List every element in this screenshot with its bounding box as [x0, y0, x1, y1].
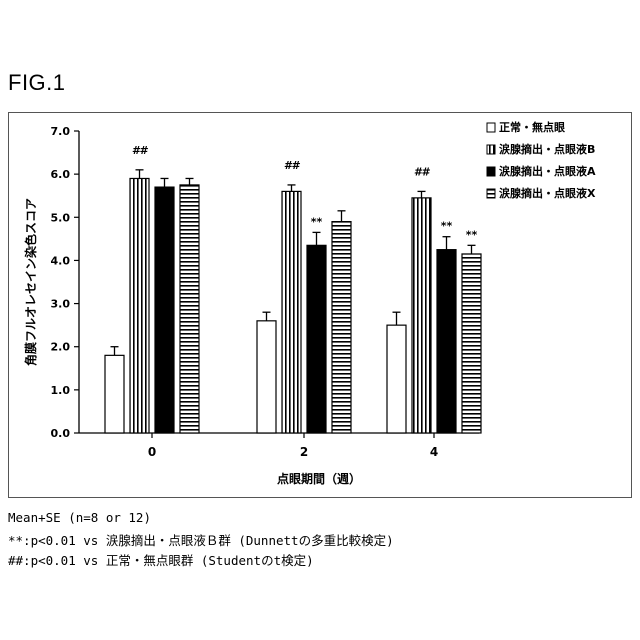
bar	[412, 198, 431, 433]
chart-frame: 0.0 1.0 2.0 3.0 4.0 5.0 6.0 7.0 角膜フルオレセイン染色スコア 0 2…	[8, 112, 632, 498]
legend-label: 涙腺摘出・点眼液A	[499, 164, 596, 178]
bar	[462, 254, 481, 433]
y-tick-label: 3.0	[51, 298, 71, 311]
legend-label: 涙腺摘出・点眼液X	[499, 186, 596, 200]
bars: ## ## ** ## ** **	[105, 144, 481, 433]
significance-mark: **	[441, 220, 453, 233]
bar	[437, 250, 456, 433]
x-tick-label: 2	[300, 445, 308, 459]
axes: 0.0 1.0 2.0 3.0 4.0 5.0 6.0 7.0 角膜フルオレセイン染色スコア 0 2…	[23, 125, 479, 486]
legend: 正常・無点眼涙腺摘出・点眼液B 涙腺摘出・点眼液A 涙腺摘出・点眼液X	[487, 120, 596, 200]
bar	[282, 191, 301, 433]
note-student: ##:p<0.01 vs 正常・無点眼群 (Studentのt検定)	[8, 550, 314, 569]
bar	[257, 321, 276, 433]
legend-swatch	[487, 189, 495, 198]
legend-label: 正常・無点眼	[499, 120, 565, 134]
legend-label: 涙腺摘出・点眼液B	[499, 142, 595, 156]
y-tick-label: 0.0	[51, 427, 71, 440]
y-tick-label: 2.0	[51, 341, 71, 354]
y-axis-label: 角膜フルオレセイン染色スコア	[23, 198, 38, 366]
significance-mark: **	[466, 228, 478, 241]
bar-chart: 0.0 1.0 2.0 3.0 4.0 5.0 6.0 7.0 角膜フルオレセイン染色スコア 0 2…	[9, 113, 631, 497]
bar	[130, 178, 149, 433]
x-tick-label: 0	[148, 445, 156, 459]
y-tick-label: 7.0	[51, 125, 71, 138]
bar	[387, 325, 406, 433]
x-tick-label: 4	[430, 445, 438, 459]
significance-mark: ##	[132, 144, 149, 157]
bar	[180, 185, 199, 433]
x-axis-label: 点眼期間（週）	[277, 471, 361, 486]
y-tick-label: 4.0	[51, 254, 71, 267]
y-tick-label: 6.0	[51, 168, 71, 181]
figure-label: FIG.1	[8, 70, 66, 96]
note-mean-se: Mean+SE (n=8 or 12)	[8, 510, 151, 525]
significance-mark: ##	[284, 159, 301, 172]
bar	[307, 245, 326, 433]
y-tick-label: 1.0	[51, 384, 71, 397]
note-dunnett: **:p<0.01 vs 涙腺摘出・点眼液Ｂ群 (Dunnettの多重比較検定)	[8, 530, 394, 549]
bar	[105, 355, 124, 433]
legend-swatch	[487, 123, 495, 132]
legend-swatch	[487, 167, 495, 176]
significance-mark: **	[311, 215, 323, 228]
bar	[155, 187, 174, 433]
significance-mark: ##	[414, 165, 431, 178]
y-tick-label: 5.0	[51, 211, 71, 224]
bar	[332, 222, 351, 433]
legend-swatch	[487, 145, 495, 154]
